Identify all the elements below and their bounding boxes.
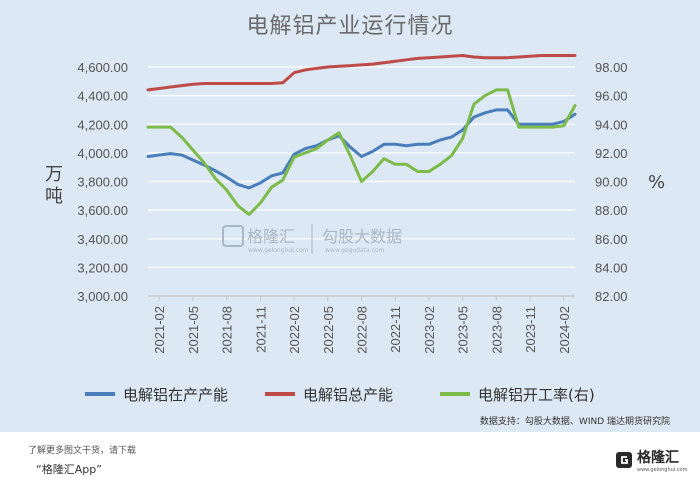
series-line-2 [146, 54, 577, 92]
left-tick-label: 4,000.00 [77, 146, 128, 161]
left-tick-label: 3,400.00 [77, 232, 128, 247]
footer-brand: 格隆汇 www.gelonghui.com [615, 447, 687, 473]
series-lines [146, 54, 577, 216]
left-tick-label: 3,800.00 [77, 175, 128, 190]
x-tick-label: 2021-11 [253, 306, 268, 353]
x-tick-label: 2021-08 [220, 306, 235, 354]
x-tick-label: 2023-08 [489, 306, 504, 354]
x-tick-label: 2022-11 [388, 306, 403, 353]
chart-title: 电解铝产业运行情况 [246, 14, 453, 39]
watermark-partner: 勾股大数据 [322, 227, 402, 246]
x-tick-label: 2023-11 [523, 306, 538, 353]
x-tick-label: 2023-05 [456, 306, 471, 354]
watermark: 格隆汇 www.gelonghui.com 勾股大数据 www.gogudata… [222, 224, 402, 254]
left-tick-label: 4,200.00 [77, 117, 128, 132]
right-tick-label: 82.00 [595, 289, 628, 304]
right-axis-ticks: 98.00 96.00 94.00 92.00 90.00 88.00 86.00 84.00… [595, 60, 628, 304]
footer-app-link[interactable]: “格隆汇App” [36, 463, 102, 476]
left-tick-label: 4,400.00 [77, 89, 128, 104]
right-tick-label: 96.00 [595, 89, 628, 104]
watermark-brand: 格隆汇 [247, 227, 295, 246]
footer-brand-url: www.gelonghui.com [637, 467, 688, 473]
right-tick-label: 98.00 [595, 60, 628, 75]
x-tick-label: 2023-02 [422, 306, 437, 354]
right-tick-label: 86.00 [595, 232, 628, 247]
x-tick-label: 2024-02 [557, 306, 572, 354]
line-chart: 电解铝产业运行情况 4,600.00 4,400.00 4,200.00 4,000.… [45, 14, 670, 427]
watermark-logo-icon [222, 225, 244, 247]
right-tick-label: 90.00 [595, 175, 628, 190]
brand-logo-icon [616, 452, 632, 468]
watermark-brand-url: www.gelonghui.com [248, 247, 309, 254]
footer-brand-name: 格隆汇 [637, 450, 679, 466]
x-axis-ticks: 2021-02 2021-05 2021-08 2021-11 2022-02 2022-… [152, 296, 572, 354]
source-note: 数据支持：勾股大数据、WIND 瑞达期货研究院 [480, 415, 670, 427]
watermark-partner-url: www.gogudata.com [325, 247, 385, 254]
x-tick-label: 2022-08 [355, 306, 370, 354]
footer-note: 了解更多图文干货，请下载 [28, 446, 137, 456]
x-tick-label: 2022-02 [287, 306, 302, 354]
right-tick-label: 94.00 [595, 117, 628, 132]
left-axis-ticks: 4,600.00 4,400.00 4,200.00 4,000.00 3,800.00… [77, 60, 128, 304]
right-tick-label: 92.00 [595, 146, 628, 161]
x-tick-label: 2021-05 [186, 306, 201, 354]
x-tick-label: 2021-02 [152, 306, 167, 354]
left-axis-unit: 万吨 [45, 164, 63, 207]
series-line-1 [146, 108, 577, 190]
legend-label-2: 电解铝总产能 [303, 386, 393, 404]
legend: 电解铝在产产能 电解铝总产能 电解铝开工率(右) [85, 386, 595, 404]
x-tick-label: 2022-05 [321, 306, 336, 354]
left-tick-label: 3,600.00 [77, 203, 128, 218]
legend-label-3: 电解铝开工率(右) [478, 386, 595, 404]
right-tick-label: 84.00 [595, 260, 628, 275]
legend-label-1: 电解铝在产产能 [123, 386, 228, 404]
right-tick-label: 88.00 [595, 203, 628, 218]
left-tick-label: 4,600.00 [77, 60, 128, 75]
series-line-3 [146, 88, 577, 216]
chart-card: 电解铝产业运行情况 4,600.00 4,400.00 4,200.00 4,000.… [0, 0, 700, 432]
left-tick-label: 3,000.00 [77, 289, 128, 304]
right-axis-unit: % [648, 172, 665, 193]
left-tick-label: 3,200.00 [77, 260, 128, 275]
